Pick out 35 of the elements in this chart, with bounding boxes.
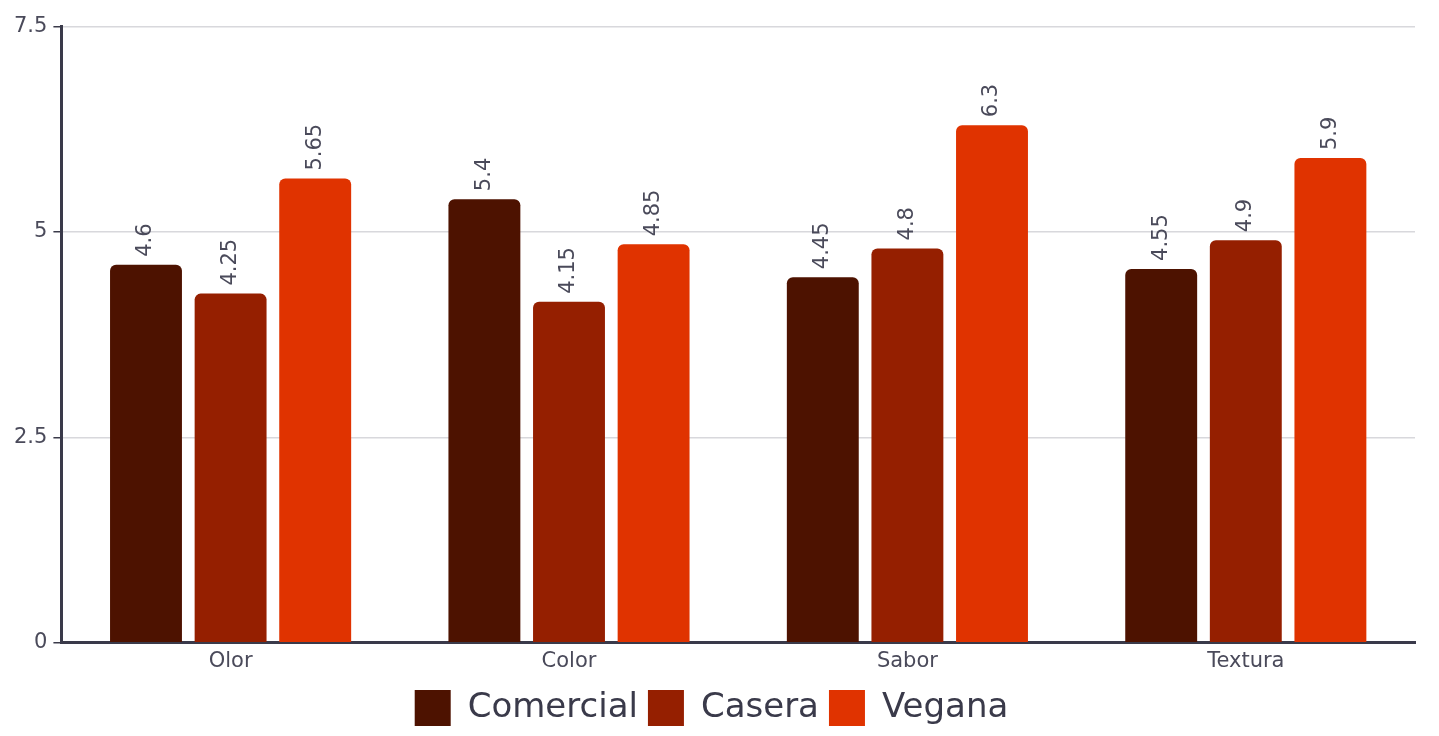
y-tick-label: 5 [34, 218, 48, 243]
y-tick-label: 2.5 [13, 423, 48, 448]
bar [617, 244, 690, 643]
bar [1125, 268, 1198, 643]
bar [956, 125, 1028, 643]
data-label: 4.25 [217, 238, 242, 286]
data-label: 4.55 [1147, 214, 1172, 261]
data-label: 4.6 [132, 223, 157, 257]
data-label: 4.45 [809, 222, 834, 270]
data-label: 6.3 [978, 83, 1003, 118]
legend-label: Comercial [467, 684, 638, 725]
data-label: 5.9 [1316, 116, 1341, 151]
data-label: 4.85 [640, 189, 665, 237]
bar [1294, 158, 1367, 643]
y-tick-label: 0 [34, 629, 48, 654]
x-tick-label: Color [541, 647, 597, 672]
bar [194, 293, 267, 643]
data-label: 4.15 [555, 247, 580, 294]
x-tick-label: Textura [1206, 647, 1285, 672]
data-label: 5.65 [301, 123, 326, 171]
bar [1209, 240, 1282, 643]
data-label: 4.8 [893, 207, 918, 241]
bar [533, 301, 605, 643]
legend-label: Vegana [881, 684, 1009, 725]
data-label: 5.4 [470, 157, 495, 192]
x-tick-label: Sabor [876, 647, 939, 672]
bar [871, 248, 944, 643]
y-tick-label: 7.5 [13, 13, 48, 38]
x-tick-label: Olor [208, 647, 253, 672]
bar [448, 199, 521, 643]
legend-label: Casera [700, 684, 819, 725]
bar [786, 277, 859, 643]
bar [110, 264, 182, 643]
data-label: 4.9 [1232, 198, 1257, 233]
bar [279, 178, 352, 643]
